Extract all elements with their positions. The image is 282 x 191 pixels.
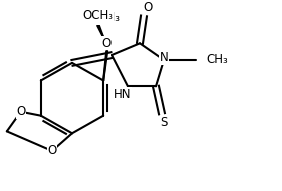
Text: N: N <box>160 52 168 65</box>
Text: CH₃: CH₃ <box>206 53 228 66</box>
Text: O: O <box>47 144 57 157</box>
Text: OCH₃: OCH₃ <box>89 11 120 24</box>
Text: HN: HN <box>114 88 132 101</box>
Text: O: O <box>102 37 111 50</box>
Text: S: S <box>160 116 168 129</box>
Text: OCH₃: OCH₃ <box>83 9 114 22</box>
Text: O: O <box>103 37 112 50</box>
Text: O: O <box>16 105 25 118</box>
Text: O: O <box>143 1 153 14</box>
